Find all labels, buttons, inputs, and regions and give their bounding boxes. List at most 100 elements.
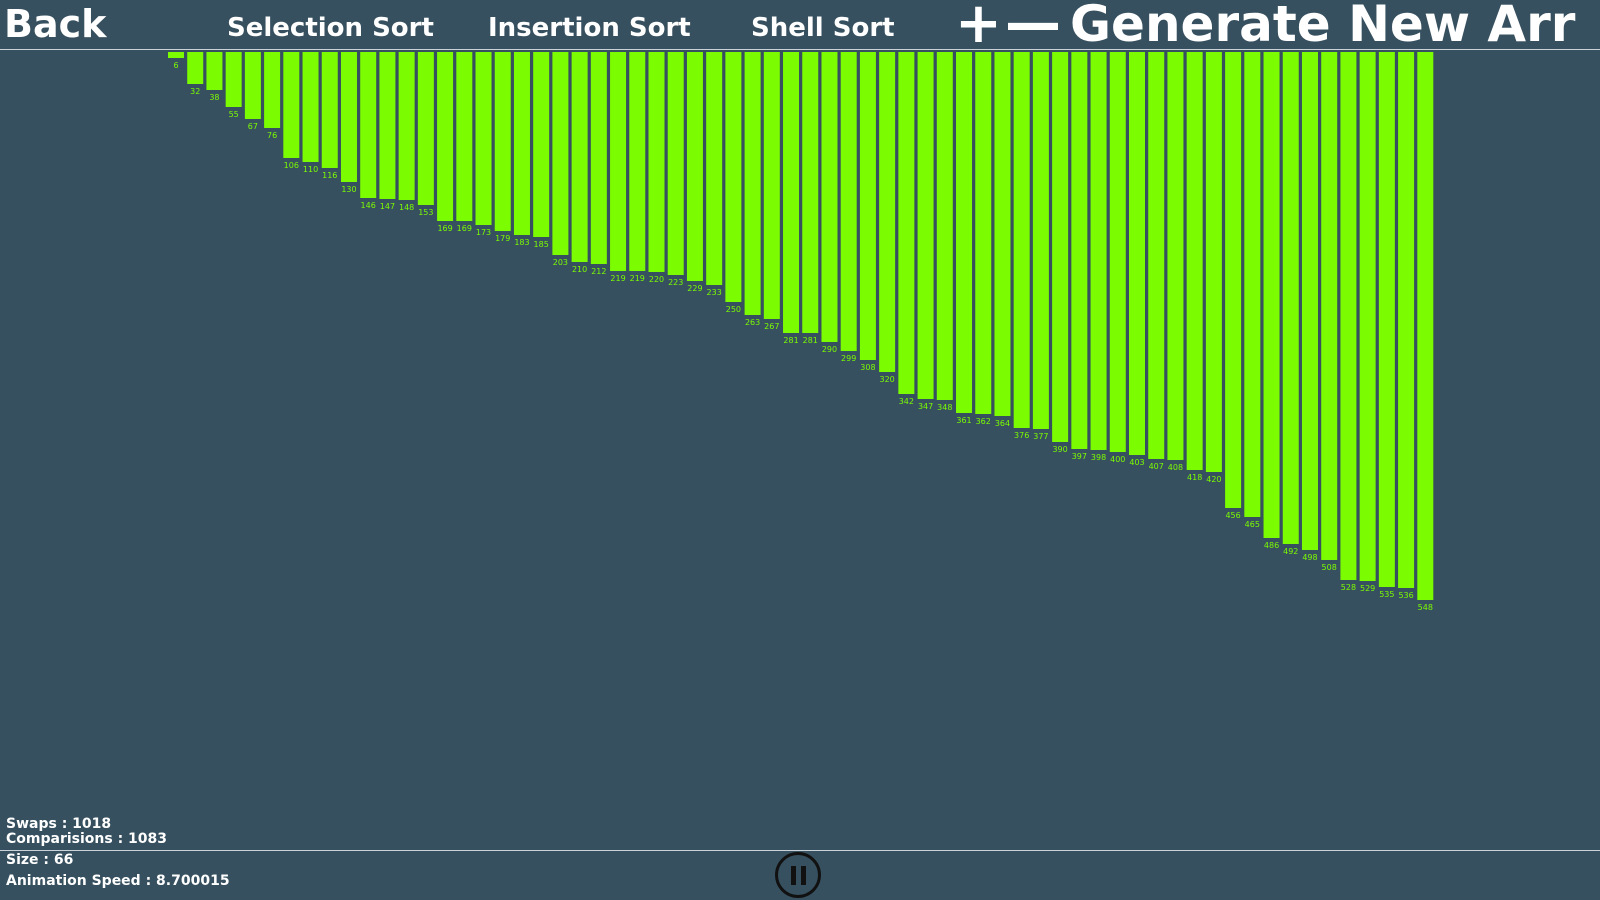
- bar-value-label: 148: [399, 203, 414, 212]
- back-button[interactable]: Back: [4, 2, 107, 46]
- bar-value-label: 548: [1418, 603, 1433, 612]
- bar: [859, 52, 876, 360]
- bar: [744, 52, 761, 315]
- generate-new-array-button[interactable]: Generate New Arr: [1070, 0, 1576, 53]
- bar: [821, 52, 838, 342]
- bar-value-label: 536: [1398, 591, 1413, 600]
- bar-value-label: 179: [495, 234, 510, 243]
- bar-value-label: 219: [610, 274, 625, 283]
- bar-value-label: 32: [190, 87, 200, 96]
- bar: [706, 52, 723, 285]
- bar-value-label: 76: [267, 131, 277, 140]
- bar-value-label: 147: [380, 202, 395, 211]
- bar: [1263, 52, 1280, 538]
- bar-value-label: 146: [361, 201, 376, 210]
- bar-value-label: 116: [322, 171, 337, 180]
- bar-value-label: 408: [1168, 463, 1183, 472]
- bar-value-label: 418: [1187, 473, 1202, 482]
- bar: [225, 52, 242, 107]
- shell-sort-button[interactable]: Shell Sort: [751, 13, 895, 43]
- bar: [398, 52, 415, 200]
- array-size-label: Size : 66: [6, 852, 74, 868]
- bar-value-label: 348: [937, 403, 952, 412]
- bar-value-label: 250: [726, 305, 741, 314]
- insertion-sort-button[interactable]: Insertion Sort: [488, 13, 691, 43]
- comparisons-counter: Comparisions : 1083: [6, 831, 168, 847]
- bar: [610, 52, 627, 271]
- bar: [494, 52, 511, 231]
- selection-sort-button[interactable]: Selection Sort: [227, 13, 434, 43]
- bar-value-label: 403: [1129, 458, 1144, 467]
- bar: [1359, 52, 1376, 581]
- bar-value-label: 498: [1302, 553, 1317, 562]
- bar-value-label: 528: [1341, 583, 1356, 592]
- bar-value-label: 169: [437, 224, 452, 233]
- bar: [1167, 52, 1184, 460]
- bar: [1052, 52, 1069, 442]
- bar: [975, 52, 992, 414]
- bar: [1148, 52, 1165, 459]
- bar: [1071, 52, 1088, 449]
- bar: [456, 52, 473, 221]
- bar-value-label: 535: [1379, 590, 1394, 599]
- bottom-divider: [0, 850, 1600, 851]
- bar-value-label: 456: [1225, 511, 1240, 520]
- bar-value-label: 185: [534, 240, 549, 249]
- bar-value-label: 364: [995, 419, 1010, 428]
- bar: [590, 52, 607, 264]
- bar-value-label: 229: [687, 284, 702, 293]
- bar: [898, 52, 915, 394]
- bar-value-label: 400: [1110, 455, 1125, 464]
- bar: [994, 52, 1011, 416]
- bar-value-label: 486: [1264, 541, 1279, 550]
- bar-value-label: 210: [572, 265, 587, 274]
- bar: [840, 52, 857, 351]
- bar-value-label: 220: [649, 275, 664, 284]
- bar: [1205, 52, 1222, 472]
- bar-value-label: 390: [1052, 445, 1067, 454]
- bar-value-label: 219: [630, 274, 645, 283]
- bar-value-label: 106: [284, 161, 299, 170]
- bar: [763, 52, 780, 319]
- bar: [552, 52, 569, 255]
- bar-value-label: 173: [476, 228, 491, 237]
- bar-value-label: 492: [1283, 547, 1298, 556]
- bar-value-label: 267: [764, 322, 779, 331]
- bar-value-label: 508: [1322, 563, 1337, 572]
- bar: [936, 52, 953, 400]
- bar-value-label: 420: [1206, 475, 1221, 484]
- bar: [1032, 52, 1049, 429]
- bar: [686, 52, 703, 281]
- bar: [244, 52, 261, 119]
- bar-value-label: 203: [553, 258, 568, 267]
- bar-value-label: 153: [418, 208, 433, 217]
- bar: [1244, 52, 1261, 517]
- bar: [648, 52, 665, 272]
- bar: [1109, 52, 1126, 452]
- bar-value-label: 263: [745, 318, 760, 327]
- pause-button[interactable]: [775, 852, 821, 898]
- bar-value-label: 320: [879, 375, 894, 384]
- bar-value-label: 6: [173, 61, 178, 70]
- bar-value-label: 55: [229, 110, 239, 119]
- bar: [533, 52, 550, 237]
- pause-icon: [801, 866, 806, 885]
- bar-value-label: 397: [1072, 452, 1087, 461]
- bar-value-label: 67: [248, 122, 258, 131]
- bar-value-label: 183: [514, 238, 529, 247]
- bar-value-label: 169: [457, 224, 472, 233]
- bar: [1186, 52, 1203, 470]
- bar-value-label: 233: [707, 288, 722, 297]
- bar: [187, 52, 204, 84]
- bar: [879, 52, 896, 372]
- bar: [321, 52, 338, 168]
- bar: [513, 52, 530, 235]
- decrease-size-button[interactable]: —: [1005, 0, 1061, 56]
- increase-size-button[interactable]: +: [955, 0, 1002, 56]
- bar: [1398, 52, 1415, 588]
- bar: [629, 52, 646, 271]
- bar-value-label: 361: [956, 416, 971, 425]
- bar-value-label: 223: [668, 278, 683, 287]
- pause-icon: [791, 866, 796, 885]
